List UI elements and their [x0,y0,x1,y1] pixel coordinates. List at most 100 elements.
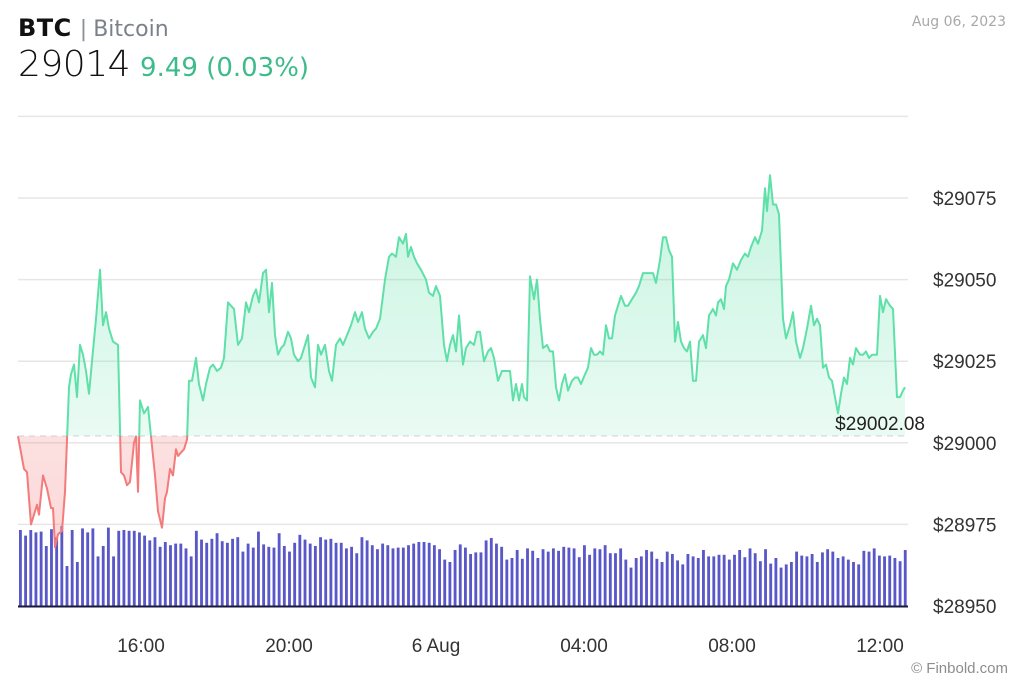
volume-bar [469,554,473,606]
x-tick-label: 6 Aug [412,636,461,657]
volume-bar [743,557,747,606]
volume-bar [422,542,426,606]
volume-bar [313,546,317,606]
volume-bar [267,546,271,606]
chart-header: BTC | Bitcoin 29014 9.49 (0.03%) [18,14,309,85]
volume-bar [567,547,571,606]
volume-bar [717,554,721,606]
volume-bar [614,553,617,606]
volume-bar [805,556,809,606]
volume-bar [541,549,545,606]
volume-bar [608,553,612,606]
volume-bar [70,530,74,606]
volume-bar [334,542,338,606]
volume-bar [883,556,886,606]
volume-bar [727,559,731,606]
volume-bar [282,546,286,606]
volume-bar [551,548,555,606]
volume-bar [779,567,783,606]
volume-bar [277,533,281,606]
volume-bar [800,555,804,606]
volume-bar [665,551,669,606]
volume-bar [603,545,607,606]
volume-bar [676,560,679,606]
volume-bar [877,555,881,606]
volume-bar [24,535,28,606]
volume-bar [153,537,157,606]
y-tick-label: $29050 [933,271,996,292]
baseline-label: $29002.08 [835,414,925,435]
volume-bar [495,543,498,606]
volume-bar [50,529,53,606]
volume-bar [598,549,602,606]
volume-bar [101,546,105,606]
volume-bar [288,551,291,606]
volume-bar [650,551,654,606]
volume-bar [39,531,43,606]
volume-bar [370,545,374,606]
volume-bar [251,547,255,606]
volume-bar [572,548,576,606]
volume-bar [888,555,892,606]
volume-bar [225,542,229,606]
volume-bar [81,528,84,606]
volume-bar [220,541,224,606]
volume-bar [520,558,524,606]
x-tick-label: 04:00 [560,636,608,657]
volume-bar [215,533,219,606]
price-row: 29014 9.49 (0.03%) [18,44,309,85]
volume-bar [789,562,793,606]
volume-bar [748,548,752,606]
volume-bar [593,548,597,606]
volume-bar [148,540,152,606]
x-tick-label: 16:00 [117,636,165,657]
volume-bar [117,530,121,606]
volume-bar [200,539,203,606]
volume-bar [407,545,410,606]
volume-bar [634,558,638,606]
volume-bar [841,556,845,606]
volume-bar [557,550,560,606]
volume-bar [184,548,188,606]
volume-bar [769,563,773,606]
volume-bar [831,551,835,606]
volume-bar [360,537,364,606]
volume-bar [194,530,198,606]
volume-bar [293,542,297,606]
volume-bar [536,558,540,606]
volume-bar [733,554,736,606]
volume-bar [624,559,628,606]
price-line [17,174,906,549]
volume-bar [702,550,705,606]
volume-bar [355,553,359,606]
volume-bar [670,554,674,606]
volume-bar [510,558,514,606]
volume-bar [34,532,38,606]
volume-bar [588,554,592,606]
x-tick-label: 20:00 [265,636,313,657]
volume-bar [758,561,762,606]
volume-bar [764,549,767,606]
volume-bar [231,538,234,606]
volume-bar [707,556,711,606]
volume-bar [712,556,716,606]
volume-bar [391,548,395,606]
volume-bar [836,558,840,606]
volume-bar [303,539,307,606]
asset-name: Bitcoin [93,17,169,42]
chart-date: Aug 06, 2023 [911,14,1006,30]
volume-bar [619,548,623,606]
volume-bar [474,552,478,606]
volume-bar [686,554,690,606]
volume-bar [412,543,416,606]
volume-bar [138,532,141,606]
volume-bar [376,549,379,606]
volume-bars [18,526,908,608]
volume-bar [898,561,902,606]
volume-bar [867,551,871,606]
volume-bar [365,540,369,606]
volume-bar [158,546,162,606]
volume-bar [86,532,90,606]
volume-bar [163,542,167,606]
